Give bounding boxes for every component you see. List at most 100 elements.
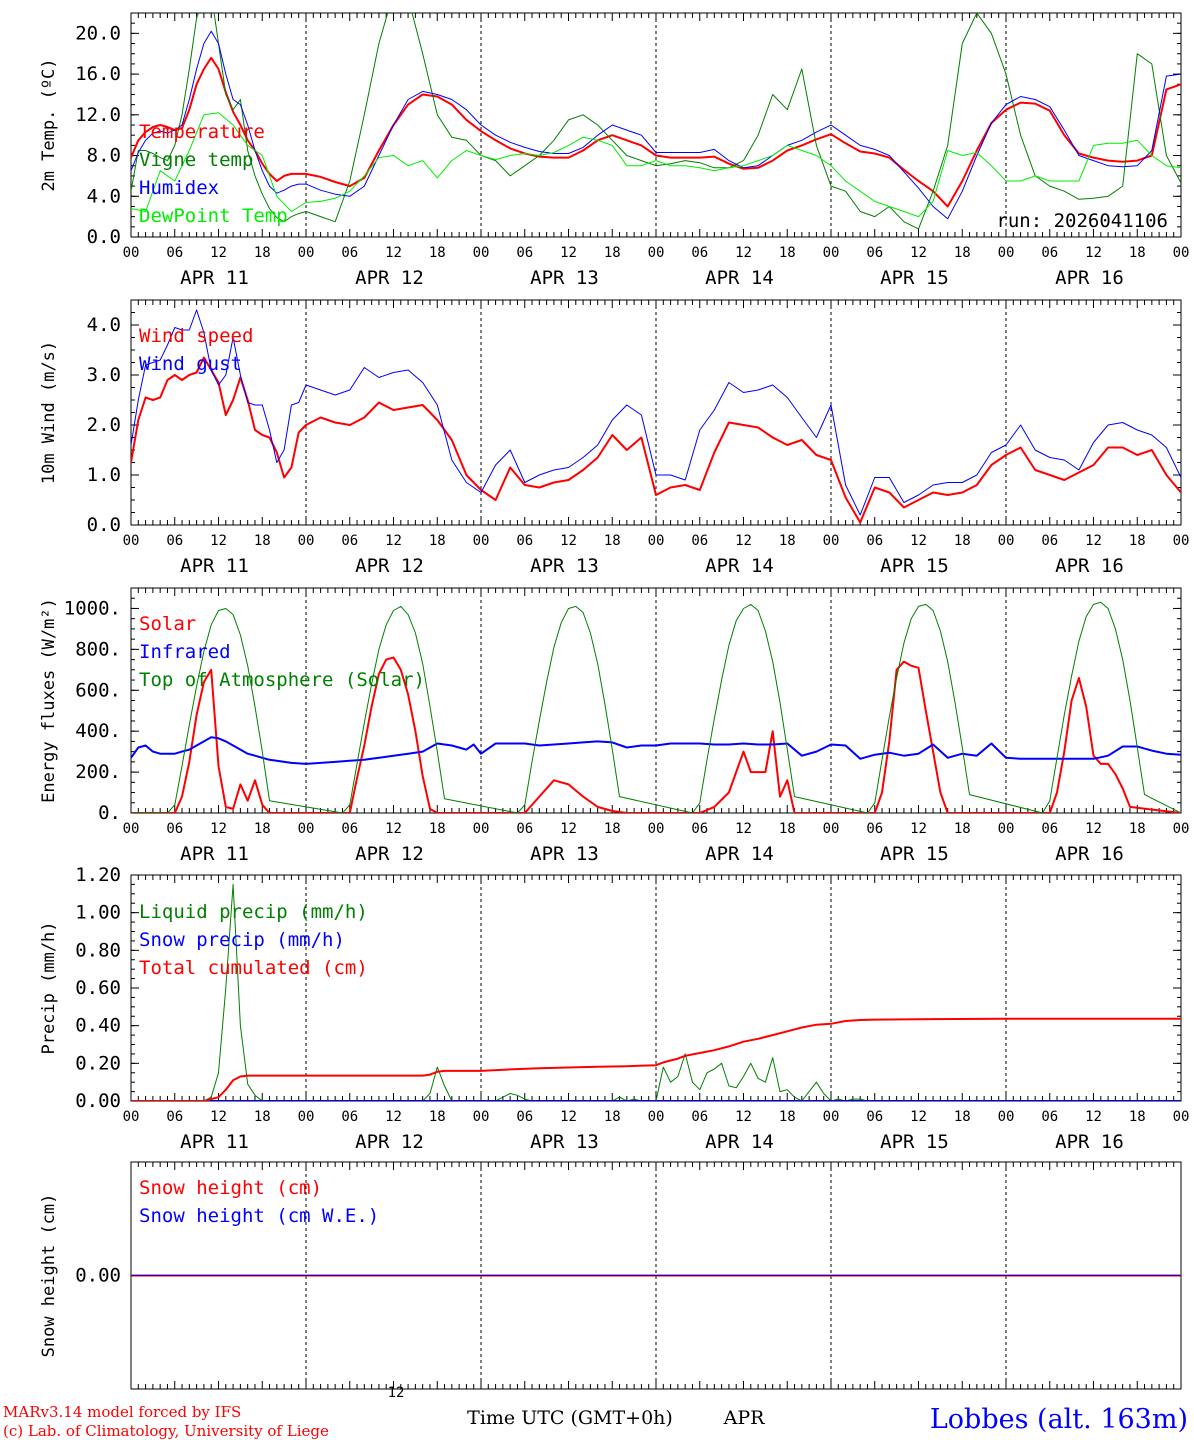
y-tick-label: 0. xyxy=(98,802,121,824)
day-label: APR 14 xyxy=(705,555,774,577)
panel-wind: 00 06 12 18 APR 11 00 06 12 18 APR 12 00 06 12 18 APR … xyxy=(39,299,1189,577)
day-label: APR 15 xyxy=(880,267,949,289)
x-tick-label: 00 xyxy=(298,533,315,549)
x-tick-label: 18 xyxy=(779,533,796,549)
y-tick-label: 20.0 xyxy=(75,22,121,44)
x-tick-label: 00 xyxy=(298,1109,315,1125)
y-tick-label: 1000. xyxy=(64,597,121,619)
legend-entry: Solar xyxy=(139,613,196,635)
x-tick-label: 12 xyxy=(385,821,402,837)
panel-precip: 00 06 12 18 APR 11 00 06 12 18 APR 12 00 06 12 18 APR … xyxy=(39,864,1189,1153)
panel-temperature: 00 06 12 18 APR 11 00 06 12 18 APR 12 00 06 12 18 APR … xyxy=(39,12,1190,289)
x-axis-title: Time UTC (GMT+0h) xyxy=(467,1407,673,1429)
day-label: APR 14 xyxy=(705,1131,774,1153)
x-tick-label: 12 xyxy=(910,533,927,549)
day-label: APR 12 xyxy=(355,267,424,289)
x-tick-label: 06 xyxy=(1041,245,1058,261)
x-tick-label: 12 xyxy=(1085,533,1102,549)
x-tick-label: 18 xyxy=(429,821,446,837)
x-tick-label: 00 xyxy=(998,533,1015,549)
x-tick-label: 18 xyxy=(1129,1109,1146,1125)
x-tick-label: 18 xyxy=(254,821,271,837)
series-line-infrared xyxy=(131,736,1181,765)
legend-entry: Temperature xyxy=(139,121,265,143)
x-tick-label: 06 xyxy=(341,821,358,837)
model-credit-line1: MARv3.14 model forced by IFS xyxy=(3,1403,241,1421)
x-tick-label: 12 xyxy=(735,533,752,549)
day-label: APR 16 xyxy=(1055,267,1124,289)
legend-entry: Wind speed xyxy=(139,325,253,347)
x-tick-label: 00 xyxy=(998,821,1015,837)
x-tick-label: 00 xyxy=(473,533,490,549)
x-tick-label: 00 xyxy=(1173,245,1190,261)
y-tick-label: 0.00 xyxy=(75,1265,121,1287)
x-tick-label: 00 xyxy=(123,533,140,549)
x-tick-label: 18 xyxy=(779,821,796,837)
x-tick-label: 12 xyxy=(910,821,927,837)
x-tick-label: 00 xyxy=(473,821,490,837)
stray-hour-tick: 12 xyxy=(388,1385,405,1401)
y-tick-label: 4.0 xyxy=(87,314,121,336)
x-tick-label: 06 xyxy=(166,245,183,261)
x-tick-label: 12 xyxy=(1085,245,1102,261)
y-tick-label: 16.0 xyxy=(75,63,121,85)
day-label: APR 11 xyxy=(180,267,249,289)
x-tick-label: 12 xyxy=(560,1109,577,1125)
y-tick-label: 1.0 xyxy=(87,464,121,486)
day-label: APR 14 xyxy=(705,843,774,865)
x-tick-label: 06 xyxy=(691,533,708,549)
panel-frame xyxy=(130,12,1182,238)
legend-entry: Top of Atmosphere (Solar) xyxy=(139,669,425,691)
panel-energy: 00 06 12 18 APR 11 00 06 12 18 APR 12 00 06 12 18 APR … xyxy=(39,587,1189,865)
x-tick-label: 12 xyxy=(210,1109,227,1125)
day-label: APR 16 xyxy=(1055,843,1124,865)
x-tick-label: 06 xyxy=(341,245,358,261)
x-tick-label: 18 xyxy=(254,1109,271,1125)
day-label: APR 12 xyxy=(355,555,424,577)
x-tick-label: 00 xyxy=(998,245,1015,261)
y-tick-label: 1.20 xyxy=(75,864,121,886)
day-label: APR 15 xyxy=(880,1131,949,1153)
y-tick-label: 8.0 xyxy=(87,145,121,167)
model-credit-line2: (c) Lab. of Climatology, University of L… xyxy=(3,1422,329,1440)
day-label: APR 16 xyxy=(1055,1131,1124,1153)
legend-entry: Liquid precip (mm/h) xyxy=(139,901,368,923)
x-tick-label: 00 xyxy=(123,821,140,837)
series-line-solar xyxy=(131,656,1181,813)
day-label: APR 13 xyxy=(530,555,599,577)
x-tick-label: 06 xyxy=(866,533,883,549)
x-tick-label: 18 xyxy=(254,245,271,261)
x-tick-label: 18 xyxy=(779,245,796,261)
x-tick-label: 18 xyxy=(1129,245,1146,261)
x-tick-label: 00 xyxy=(473,245,490,261)
month-label: APR xyxy=(723,1407,766,1429)
x-tick-label: 12 xyxy=(210,245,227,261)
x-tick-label: 12 xyxy=(560,245,577,261)
x-tick-label: 06 xyxy=(1041,821,1058,837)
y-tick-label: 0.80 xyxy=(75,939,121,961)
x-tick-label: 12 xyxy=(910,245,927,261)
y-tick-label: 0.00 xyxy=(75,1090,121,1112)
y-axis-title: 10m Wind (m/s) xyxy=(39,341,59,484)
panels-layer: 00 06 12 18 APR 11 00 06 12 18 APR 12 00 06 12 18 APR … xyxy=(39,12,1190,1390)
x-tick-label: 06 xyxy=(166,533,183,549)
y-tick-label: 800. xyxy=(75,638,121,660)
x-tick-label: 12 xyxy=(1085,821,1102,837)
series-line-top-of-atmosphere-solar- xyxy=(131,601,1181,813)
x-tick-label: 06 xyxy=(516,1109,533,1125)
y-tick-label: 4.0 xyxy=(87,185,121,207)
x-tick-label: 00 xyxy=(123,245,140,261)
y-axis-title: Energy fluxes (W/m²) xyxy=(39,598,59,803)
x-tick-label: 00 xyxy=(473,1109,490,1125)
x-tick-label: 18 xyxy=(429,245,446,261)
x-tick-label: 06 xyxy=(341,533,358,549)
y-axis-title: Precip (mm/h) xyxy=(39,921,59,1054)
day-label: APR 15 xyxy=(880,843,949,865)
x-tick-label: 12 xyxy=(910,1109,927,1125)
y-tick-label: 600. xyxy=(75,679,121,701)
legend-entry: Snow height (cm) xyxy=(139,1177,322,1199)
day-label: APR 15 xyxy=(880,555,949,577)
y-tick-label: 0.40 xyxy=(75,1015,121,1037)
x-tick-label: 00 xyxy=(1173,1109,1190,1125)
day-label: APR 13 xyxy=(530,267,599,289)
